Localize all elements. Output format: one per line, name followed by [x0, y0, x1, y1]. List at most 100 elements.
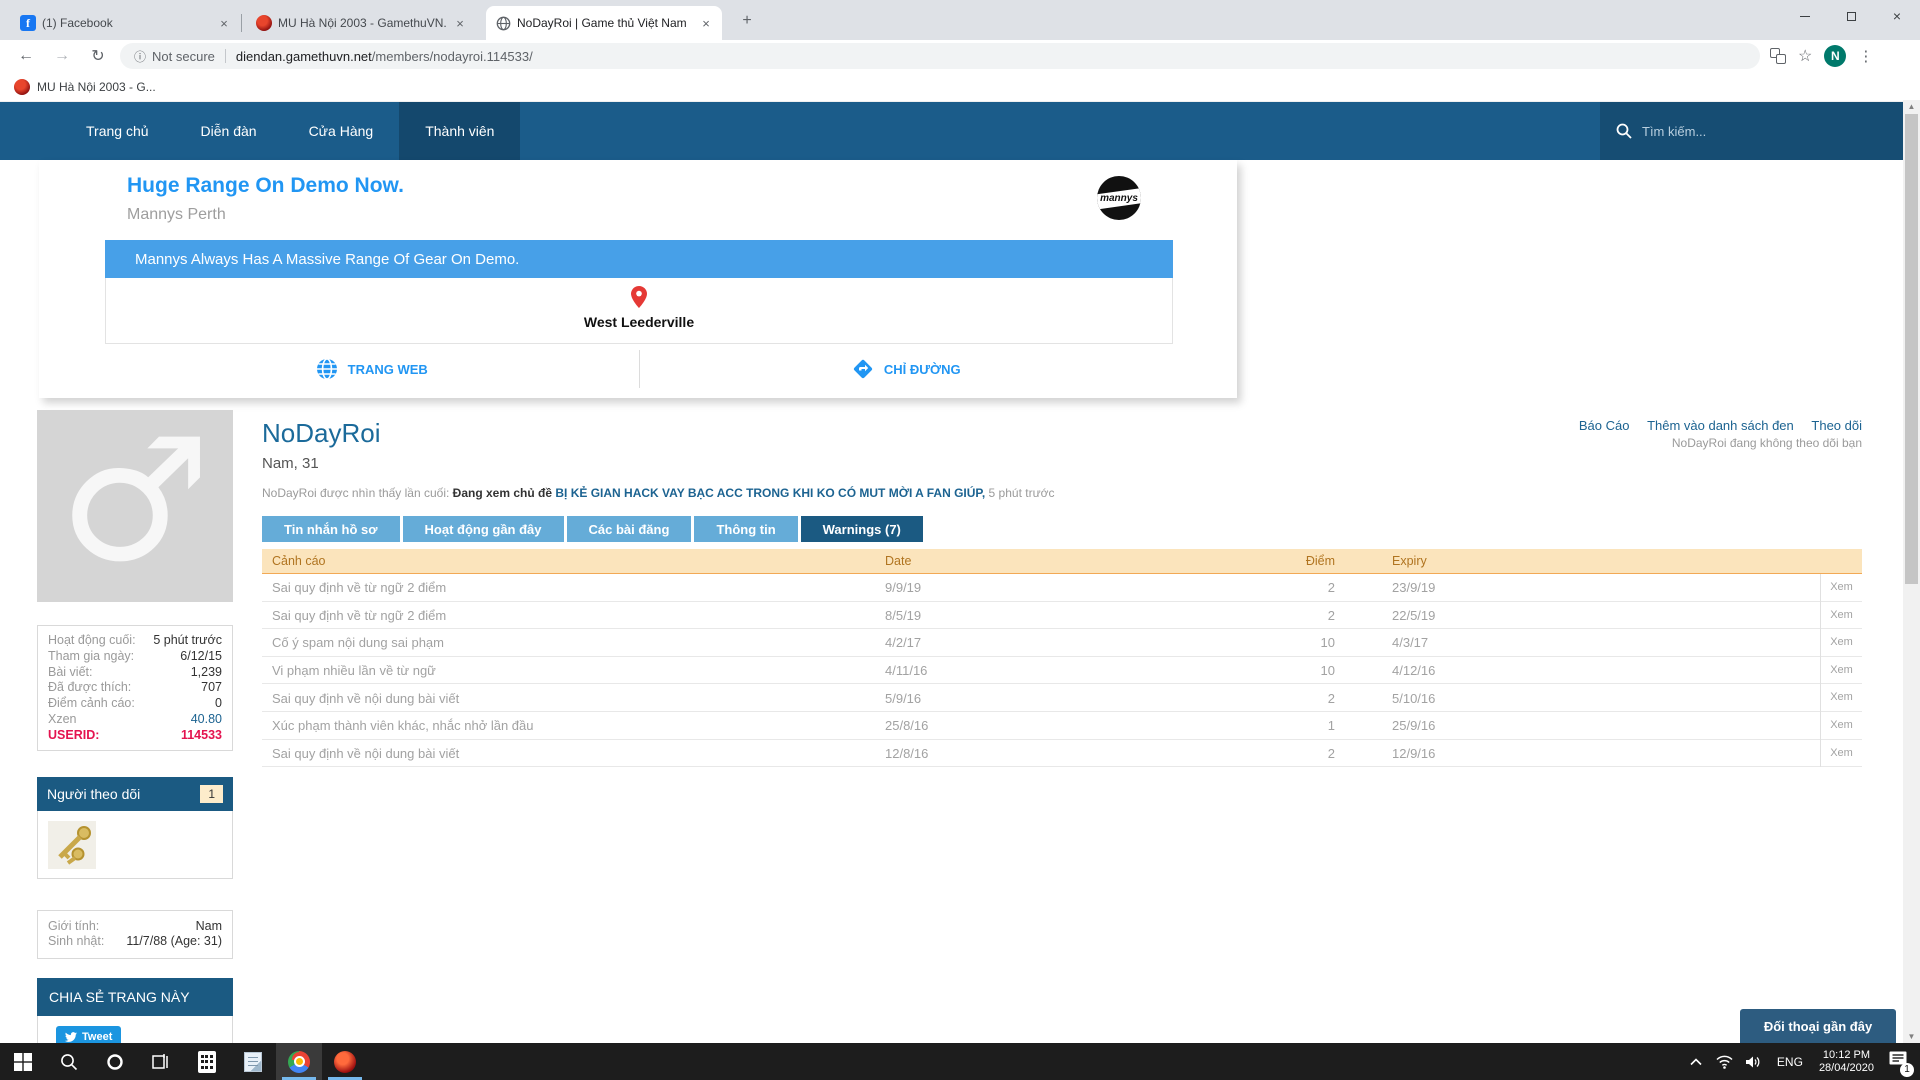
reload-icon[interactable]: ↻ [91, 48, 105, 65]
recent-conversations-button[interactable]: Đối thoại gần đây [1740, 1009, 1896, 1043]
language-indicator[interactable]: ENG [1776, 1054, 1803, 1069]
ad-location-name: West Leederville [583, 314, 695, 330]
last-seen-status: NoDayRoi được nhìn thấy lần cuối: Đang x… [262, 486, 1055, 500]
directions-button[interactable]: CHỈ ĐƯỜNG [640, 344, 1174, 394]
follower-avatar[interactable] [48, 820, 96, 869]
search-box[interactable] [1600, 102, 1920, 160]
follow-note: NoDayRoi đang không theo dõi bạn [1671, 436, 1862, 450]
scrollbar-thumb[interactable] [1905, 114, 1918, 584]
stat-row-xzen: Xzen 40.80 [48, 711, 222, 726]
follow-link[interactable]: Theo dõi [1811, 418, 1862, 433]
bookmarks-bar: MU Hà Nội 2003 - G... [0, 72, 1920, 102]
tab-cac-bai-dang[interactable]: Các bài đăng [566, 516, 692, 542]
tab-title: MU Hà Nội 2003 - GamethuVN.n [278, 16, 446, 30]
close-window-button[interactable]: × [1892, 8, 1902, 24]
tab-tin-nhan-ho-so[interactable]: Tin nhắn hồ sơ [262, 516, 400, 542]
nav-item-dien-dan[interactable]: Diễn đàn [200, 123, 257, 139]
male-symbol-icon: ♂ [58, 410, 212, 600]
chrome-menu-icon[interactable]: ⋮ [1858, 48, 1874, 65]
view-link[interactable]: Xem [1820, 684, 1862, 712]
maximize-button[interactable] [1828, 0, 1874, 32]
notepad-app-button[interactable] [230, 1043, 276, 1080]
ad-advertiser: Mannys Perth [127, 206, 226, 223]
notification-icon [1889, 1051, 1907, 1065]
tray-chevron-button[interactable] [1681, 1043, 1711, 1080]
table-row: Vi phạm nhiều lần về từ ngữ 4/11/16 10 4/12… [262, 656, 1862, 685]
view-link[interactable]: Xem [1820, 629, 1862, 657]
url-host: diendan.gamethuvn.net [235, 48, 372, 64]
taskbar: ENG 10:12 PM 28/04/2020 1 [0, 1043, 1920, 1080]
view-link[interactable]: Xem [1820, 711, 1862, 740]
browser-profile-avatar[interactable]: N [1824, 45, 1847, 67]
new-tab-button[interactable]: + [742, 12, 752, 29]
tab-hoat-dong-gan-day[interactable]: Hoạt động gần đây [402, 516, 564, 542]
start-button[interactable] [0, 1043, 46, 1080]
translate-icon[interactable] [1770, 48, 1786, 64]
profile-avatar[interactable]: ♂ [37, 410, 233, 602]
network-button[interactable] [1711, 1043, 1739, 1080]
stat-row-userid: USERID: 114533 [48, 727, 222, 742]
stats-box: Hoạt động cuối: 5 phút trước Tham gia ngà… [37, 625, 233, 751]
ad-location-box[interactable]: West Leederville [105, 278, 1173, 344]
tab-nodayroi-active[interactable]: NoDayRoi | Game thủ Việt Nam × [486, 6, 722, 40]
tweet-button[interactable]: Tweet [56, 1026, 122, 1048]
tab-mu-hanoi[interactable]: MU Hà Nội 2003 - GamethuVN.n × [246, 6, 476, 40]
blacklist-link[interactable]: Thêm vào danh sách đen [1647, 418, 1794, 433]
table-row: Xúc phạm thành viên khác, nhắc nhở lần đ… [262, 711, 1862, 740]
volume-button[interactable] [1739, 1043, 1769, 1080]
page-scrollbar[interactable]: ▲ ▼ [1903, 100, 1920, 1043]
window-controls: × [1782, 0, 1920, 32]
report-link[interactable]: Báo Cáo [1578, 418, 1630, 433]
view-link[interactable]: Xem [1820, 601, 1862, 630]
chevron-up-icon [1690, 1057, 1702, 1065]
info-icon[interactable]: ⓘ [134, 49, 147, 64]
address-bar: ← → ↻ ⓘ Not secure diendan.gamethuvn.net… [0, 40, 1920, 72]
details-box: Giới tính: Nam Sinh nhật: 11/7/88 (Age: 31… [37, 909, 233, 960]
stat-row: Tham gia ngày: 6/12/15 [48, 648, 222, 663]
taskbar-search-button[interactable] [46, 1043, 92, 1080]
profile-main: Báo Cáo Thêm vào danh sách đen Theo dõi … [262, 410, 1862, 768]
status-thread-link[interactable]: BỊ KẺ GIAN HACK VAY BẠC ACC TRONG KHI KO… [555, 486, 986, 500]
close-tab-icon[interactable]: × [220, 15, 228, 31]
taskbar-clock[interactable]: 10:12 PM 28/04/2020 [1819, 1049, 1874, 1075]
calculator-icon [198, 1050, 216, 1073]
detail-row: Sinh nhật: 11/7/88 (Age: 31) [48, 934, 222, 949]
twitter-bird-icon [65, 1031, 77, 1042]
browser-tab-bar: f (1) Facebook × MU Hà Nội 2003 - Gameth… [0, 0, 1920, 40]
tab-facebook[interactable]: f (1) Facebook × [10, 6, 242, 40]
bookmark-item[interactable]: MU Hà Nội 2003 - G... [37, 79, 156, 94]
mannys-logo: mannys [1097, 176, 1141, 220]
facebook-icon: f [20, 15, 36, 31]
profile-sidebar: ♂ Hoạt động cuối: 5 phút trước Tham gia n… [37, 410, 233, 1061]
ad-title-link[interactable]: Huge Range On Demo Now. [127, 174, 404, 197]
globe-icon [496, 16, 511, 30]
chrome-app-button[interactable] [276, 1043, 322, 1080]
view-link[interactable]: Xem [1820, 574, 1862, 602]
forward-icon[interactable]: → [54, 47, 70, 64]
url-omnibox[interactable]: ⓘ Not secure diendan.gamethuvn.net/membe… [120, 43, 1760, 69]
scroll-down-icon[interactable]: ▼ [1907, 1032, 1916, 1041]
nav-item-trang-chu[interactable]: Trang chủ [86, 123, 149, 139]
tab-warnings[interactable]: Warnings (7) [800, 516, 923, 542]
close-tab-icon[interactable]: × [702, 15, 710, 31]
view-link[interactable]: Xem [1820, 656, 1862, 685]
action-center-button[interactable]: 1 [1888, 1050, 1914, 1077]
scroll-up-icon[interactable]: ▲ [1907, 102, 1916, 111]
bookmark-star-icon[interactable]: ☆ [1798, 48, 1813, 65]
mu-game-app-button[interactable] [322, 1043, 368, 1080]
tab-thong-tin[interactable]: Thông tin [694, 516, 798, 542]
wifi-icon [1716, 1055, 1733, 1069]
back-icon[interactable]: ← [18, 47, 34, 64]
ad-banner[interactable]: Mannys Always Has A Massive Range Of Gea… [105, 240, 1173, 278]
task-view-button[interactable] [138, 1043, 184, 1080]
website-button[interactable]: TRANG WEB [105, 344, 639, 394]
minimize-button[interactable] [1782, 0, 1828, 32]
nav-item-thanh-vien[interactable]: Thành viên [399, 102, 521, 160]
search-input[interactable] [1642, 123, 1882, 139]
calculator-app-button[interactable] [184, 1043, 230, 1080]
cortana-button[interactable] [92, 1043, 138, 1080]
nav-item-cua-hang[interactable]: Cửa Hàng [308, 123, 374, 139]
view-link[interactable]: Xem [1820, 739, 1862, 768]
page-title-username: NoDayRoi [262, 418, 381, 448]
close-tab-icon[interactable]: × [456, 15, 464, 31]
